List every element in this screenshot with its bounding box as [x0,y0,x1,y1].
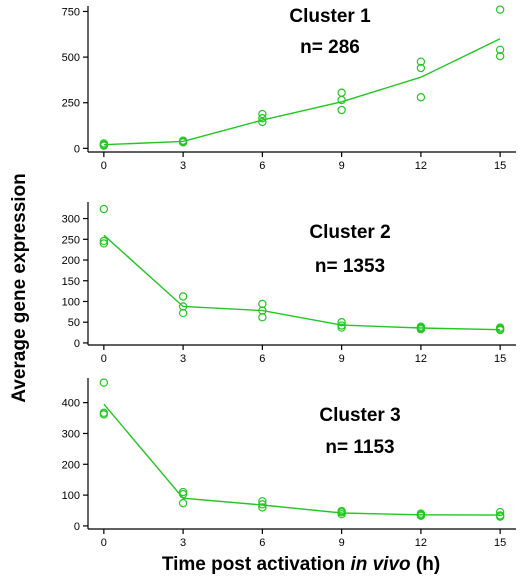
x-tick-label: 15 [494,160,506,172]
data-point [99,239,109,248]
data-point [258,503,267,512]
x-axis-title-part-1: Time post activation [162,554,351,575]
x-tick-label: 12 [415,160,427,172]
x-axis-title-part-2: in vivo [350,554,410,575]
y-tick-label: 0 [74,338,80,350]
x-tick-label: 6 [259,537,265,549]
data-point [495,5,505,14]
data-point [99,204,109,214]
data-point [178,292,188,301]
data-point [258,109,267,119]
y-tick-label: 100 [62,296,80,308]
x-tick-label: 3 [180,160,186,172]
y-tick-label: 250 [62,234,80,246]
data-point [337,318,346,327]
x-tick-label: 12 [415,537,427,549]
x-tick-label: 9 [339,537,345,549]
x-tick-label: 12 [415,353,427,365]
data-point [99,236,109,246]
data-point [495,511,505,520]
data-point [178,136,188,145]
cluster-label: Cluster 1 [289,6,371,27]
x-tick-label: 9 [339,353,345,365]
data-point [258,299,267,309]
data-point [337,506,346,516]
data-point [416,322,426,331]
cluster-count: n= 1153 [325,437,394,458]
x-tick-label: 3 [180,537,186,549]
data-point [258,500,267,509]
data-point [495,51,505,61]
data-point [337,88,346,97]
cluster-label: Cluster 3 [319,405,400,426]
data-point [178,487,188,497]
data-point [99,139,109,148]
x-tick-label: 3 [180,353,186,365]
data-point [258,117,267,127]
data-point [416,63,426,73]
data-point [416,509,426,518]
data-point [495,45,505,55]
data-point [178,302,188,311]
x-tick-label: 0 [101,537,107,549]
cluster-count: n= 1353 [315,256,385,277]
y-tick-label: 100 [62,490,80,502]
mean-line [103,403,501,516]
mean-line [103,234,501,331]
mean-line [103,38,501,146]
y-tick-label: 400 [62,398,80,410]
cluster-count: n= 286 [300,37,360,58]
data-point [337,105,346,115]
x-tick-label: 6 [259,160,265,172]
panel-3: 0 3 6 9 12 15 0 100 200 300 400 Cluster 3 n= 1153 [62,378,516,549]
data-point [258,114,267,123]
data-point [178,498,188,508]
data-point [258,497,267,506]
data-point [495,507,505,517]
cluster-label: Cluster 2 [309,222,390,243]
y-tick-label: 200 [62,459,80,471]
y-tick-label: 200 [62,255,80,267]
data-point [99,378,109,387]
x-tick-label: 6 [259,353,265,365]
data-point [495,323,505,332]
x-tick-label: 9 [339,160,345,172]
data-point [416,93,426,102]
y-tick-label: 150 [62,276,80,288]
panel-1: 0 3 6 9 12 15 0 250 500 750 Cluster 1 n= 286 [62,5,516,172]
y-axis-title: Average gene expression [9,173,30,403]
y-tick-label: 300 [62,214,80,226]
data-point [337,321,346,330]
y-tick-label: 0 [74,521,80,533]
y-tick-label: 250 [62,98,80,110]
y-tick-label: 300 [62,428,80,440]
x-tick-label: 0 [101,160,107,172]
y-tick-label: 0 [74,143,80,155]
x-tick-label: 0 [101,353,107,365]
data-point [99,408,109,418]
y-tick-label: 500 [62,52,80,64]
x-axis-title: Time post activation in vivo (h) [162,554,440,575]
y-tick-label: 750 [62,6,80,18]
y-tick-label: 50 [68,317,80,329]
x-tick-label: 15 [494,537,506,549]
data-point [416,57,426,66]
x-axis-title-part-3: (h) [411,554,441,575]
x-tick-label: 15 [494,353,506,365]
